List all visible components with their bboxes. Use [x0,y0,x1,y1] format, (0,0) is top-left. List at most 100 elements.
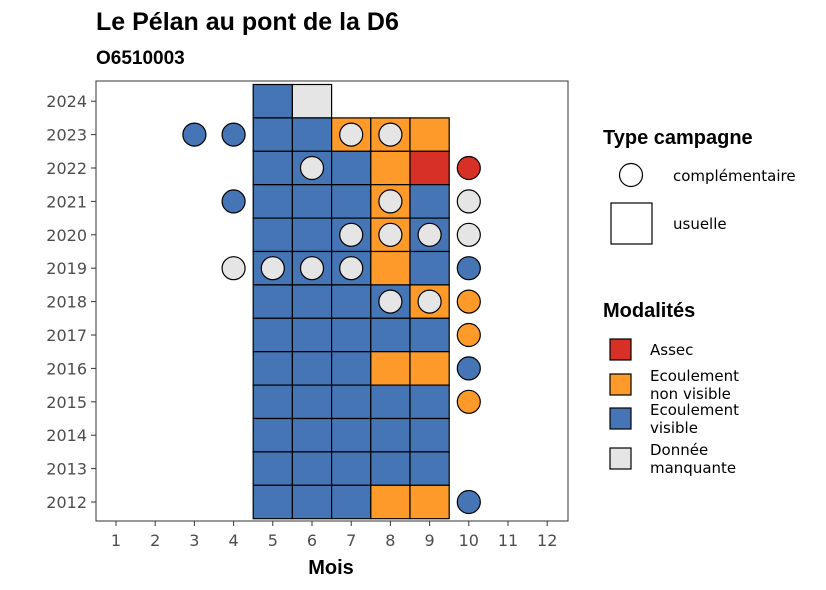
point-2018-9 [417,289,442,314]
point-2023-8 [378,122,403,147]
x-tick-label: 2 [150,531,160,550]
y-tick-label: 2023 [46,126,87,145]
tile-2023-9 [409,117,450,152]
x-tick-label: 11 [498,531,518,550]
plot-border [95,80,569,522]
tile-2018-5 [252,284,293,319]
plot-area [95,80,569,522]
tile-2012-5 [252,484,293,520]
tile-2014-8 [370,417,411,453]
legend-key-swatch [609,447,632,470]
y-tick-label: 2019 [46,259,87,278]
tile-2016-5 [252,351,293,386]
x-tick-label: 9 [425,531,435,550]
y-tick-label: 2012 [46,493,87,512]
point-2021-10 [456,189,481,214]
point-2023-3 [182,122,207,147]
tile-2016-9 [409,351,450,386]
point-2022-10 [456,155,481,181]
legend-key-label: Ecoulement [650,367,739,385]
y-tick-label: 2014 [46,426,87,445]
point-2021-8 [378,189,403,214]
tile-2015-9 [409,384,450,420]
tile-2017-9 [409,317,450,353]
legend-key-label: non visible [650,385,731,403]
x-tick-label: 8 [385,531,395,550]
x-tick-label: 1 [111,531,121,550]
tile-2022-5 [252,150,293,186]
chart-title: Le Pélan au pont de la D6 [96,8,399,36]
point-2020-8 [378,222,403,247]
legend-key-swatch [609,338,632,361]
tile-2022-9 [409,150,450,186]
point-2015-10 [456,389,481,414]
point-2020-7 [339,222,364,247]
tile-2016-8 [370,351,411,386]
point-2018-10 [456,289,481,314]
tile-2013-8 [370,451,411,486]
tile-2021-6 [291,184,333,219]
x-tick-label: 3 [189,531,199,550]
tile-2021-7 [331,184,372,219]
tile-2016-6 [291,351,333,386]
x-tick-label: 10 [459,531,479,550]
legend-type-campagne: Type campagne complémentaire usuelle [603,127,796,245]
point-2016-10 [456,356,481,381]
y-tick-label: 2022 [46,159,87,178]
tile-2017-8 [370,317,411,353]
legend-square-key [610,202,653,245]
y-tick-label: 2021 [46,192,87,211]
point-2019-10 [456,256,481,281]
y-tick-label: 2018 [46,293,87,312]
tile-2020-5 [252,217,293,253]
tile-2012-8 [370,484,411,520]
x-axis-title: Mois [308,557,354,579]
tile-2015-7 [331,384,372,420]
y-tick-label: 2013 [46,460,87,479]
tile-2017-5 [252,317,293,353]
tile-2013-6 [291,451,333,486]
point-2019-7 [339,256,364,281]
tile-2023-5 [252,117,293,152]
point-2023-4 [221,122,246,147]
tile-2012-6 [291,484,333,520]
tile-2019-8 [370,250,411,286]
tile-2021-9 [409,184,450,219]
tile-2018-7 [331,284,372,319]
tile-2014-5 [252,417,293,453]
tile-2015-6 [291,384,333,420]
legend-key-swatch [609,373,632,396]
tile-2013-7 [331,451,372,486]
tile-2013-5 [252,451,293,486]
tile-2023-6 [291,117,333,152]
tile-2015-8 [370,384,411,420]
legend-modalites-title: Modalités [603,300,695,322]
legend-key-label: manquante [650,459,736,477]
legend-type-label: complémentaire [673,167,796,185]
legend-type-title: Type campagne [603,127,753,149]
tile-2014-6 [291,417,333,453]
point-2020-9 [417,222,442,247]
point-2019-5 [260,256,285,281]
legend-key-label: Assec [650,341,693,359]
point-2017-10 [456,322,481,348]
tile-2021-5 [252,184,293,219]
tile-2012-7 [331,484,372,520]
point-2022-6 [299,155,325,181]
tile-2019-9 [409,250,450,286]
point-2018-8 [378,289,403,314]
tile-2016-7 [331,351,372,386]
tile-2022-7 [331,150,372,186]
tile-2022-8 [370,150,411,186]
tile-2024-5 [252,83,293,119]
x-tick-label: 5 [268,531,278,550]
legend-key-label: visible [650,419,698,437]
tile-2012-9 [409,484,450,520]
point-2023-7 [339,122,364,147]
y-tick-label: 2020 [46,226,87,245]
point-2019-6 [299,256,325,281]
y-tick-label: 2016 [46,359,87,378]
tile-2017-6 [291,317,333,353]
